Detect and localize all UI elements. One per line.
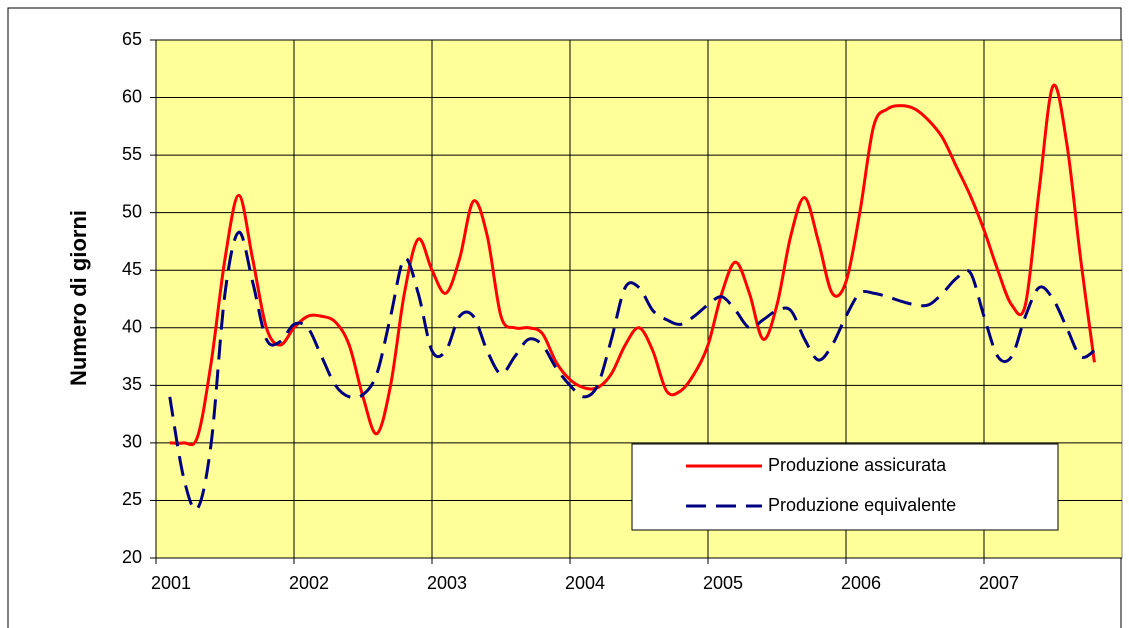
y-tick-label: 45 [122,259,142,279]
x-tick-label: 2007 [979,573,1019,593]
y-tick-label: 30 [122,432,142,452]
x-tick-label: 2006 [841,573,881,593]
y-axis-label: Numero di giorni [66,210,91,386]
y-tick-label: 20 [122,547,142,567]
series-line [169,83,1096,447]
x-tick-label: 2003 [427,573,467,593]
y-tick-label: 25 [122,489,142,509]
y-tick-label: 35 [122,374,142,394]
x-tick-label: 2002 [289,573,329,593]
x-tick-label: 2001 [151,573,191,593]
legend-label: Produzione assicurata [768,455,947,475]
x-tick-label: 2004 [565,573,605,593]
y-tick-label: 40 [122,317,142,337]
x-tick-label: 2005 [703,573,743,593]
y-tick-label: 50 [122,201,142,221]
series-line [168,230,1096,512]
y-tick-label: 65 [122,29,142,49]
y-tick-label: 55 [122,144,142,164]
legend-label: Produzione equivalente [768,495,956,515]
legend-box [631,443,1059,531]
y-tick-label: 60 [122,86,142,106]
